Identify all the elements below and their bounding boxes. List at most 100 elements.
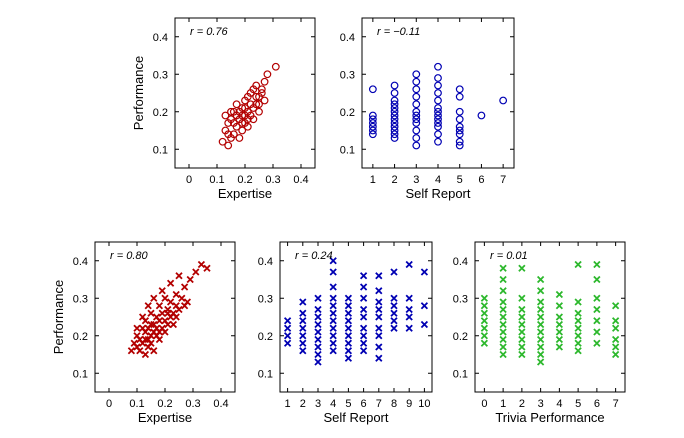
x-tick-label: 5: [345, 398, 351, 410]
data-point: [221, 111, 230, 120]
x-tick-label: 6: [478, 174, 484, 186]
data-point: [344, 309, 353, 317]
data-point: [186, 275, 194, 284]
data-point: [574, 339, 582, 347]
x-tick-label: 0.2: [237, 174, 252, 186]
data-point: [314, 294, 322, 302]
x-tick-label: 1: [370, 174, 376, 186]
data-point: [405, 260, 413, 269]
data-point: [412, 115, 421, 124]
data-point: [412, 134, 421, 142]
data-point: [412, 141, 421, 150]
data-point: [359, 347, 368, 355]
axis-ticks: 0 1 2 3 4 5 6 7 0.1 0.2 0.3 0.4: [453, 242, 625, 410]
data-point: [375, 332, 383, 340]
y-tick-label: 0.2: [453, 331, 468, 343]
data-point: [158, 287, 166, 295]
data-point: [180, 302, 189, 310]
x-tick-label: 4: [556, 398, 562, 410]
data-point: [299, 347, 307, 355]
y-tick-label: 0.2: [340, 107, 355, 119]
data-point: [314, 335, 322, 344]
y-tick-label: 0.4: [153, 32, 168, 44]
data-point: [329, 294, 337, 302]
data-point: [574, 332, 582, 340]
data-point: [434, 107, 442, 116]
data-point: [164, 309, 172, 317]
data-point: [611, 302, 620, 310]
data-point: [375, 343, 383, 351]
data-point: [480, 309, 489, 317]
data-point: [390, 324, 398, 332]
x-tick-label: 0.2: [157, 398, 172, 410]
data-point: [155, 302, 164, 310]
data-point: [241, 104, 249, 112]
x-axis-label: Expertise: [138, 410, 192, 425]
data-point: [203, 264, 211, 272]
data-point: [314, 313, 322, 321]
y-tick-label: 0.3: [153, 69, 168, 81]
data-point: [518, 305, 526, 314]
data-point: [499, 343, 507, 351]
x-tick-label: 5: [457, 174, 463, 186]
data-point: [299, 324, 307, 332]
data-point: [434, 119, 442, 127]
data-point: [593, 275, 601, 284]
x-tick-label: 0: [186, 174, 192, 186]
data-point: [405, 324, 413, 332]
data-point: [555, 335, 564, 344]
data-point: [412, 70, 421, 79]
data-point: [390, 134, 399, 142]
data-point: [420, 320, 429, 329]
x-tick-label: 3: [315, 398, 321, 410]
data-point: [197, 260, 206, 269]
data-point: [434, 81, 442, 90]
data-point: [224, 130, 233, 139]
x-tick-label: 0.4: [293, 174, 308, 186]
data-point: [574, 347, 582, 355]
data-point: [344, 347, 353, 355]
data-point: [283, 339, 292, 347]
data-point: [593, 328, 601, 336]
data-point: [455, 122, 464, 131]
data-point: [434, 137, 442, 146]
data-point: [368, 119, 377, 127]
x-tick-label: 2: [519, 398, 525, 410]
data-point: [455, 107, 464, 116]
data-point: [434, 96, 442, 105]
data-point: [368, 115, 377, 124]
data-point: [499, 287, 507, 295]
data-point: [574, 317, 582, 325]
data-point: [536, 275, 545, 284]
data-point: [390, 104, 399, 112]
data-point: [232, 100, 241, 109]
data-point: [314, 328, 322, 336]
data-point: [420, 268, 429, 276]
data-point: [593, 317, 601, 325]
data-point: [405, 313, 413, 321]
data-point: [175, 305, 183, 314]
data-point: [593, 305, 601, 314]
data-point: [178, 294, 186, 302]
x-tick-label: 7: [376, 398, 382, 410]
x-tick-label: 9: [406, 398, 412, 410]
data-point: [536, 298, 545, 306]
axis-ticks: 1 2 3 4 5 6 7 0.1 0.2 0.3 0.4: [340, 18, 514, 186]
x-tick-label: 4: [435, 174, 441, 186]
data-point: [375, 305, 383, 314]
data-point: [238, 111, 247, 120]
data-point: [390, 126, 399, 135]
data-point: [283, 324, 292, 332]
data-point: [229, 130, 238, 139]
data-point: [390, 294, 398, 302]
data-point: [412, 119, 421, 127]
y-tick-label: 0.2: [258, 331, 273, 343]
y-tick-label: 0.1: [258, 368, 273, 380]
y-tick-label: 0.2: [73, 331, 88, 343]
x-tick-label: 0: [106, 398, 112, 410]
y-tick-label: 0.3: [73, 293, 88, 305]
data-point: [480, 332, 489, 340]
data-point: [161, 294, 169, 302]
panel-self-report-crosses: 1 2 3 4 5 6 7 8 9 10 0.1 0.2 0.3 0.4 r = 0.24 Self Re…: [258, 241, 433, 425]
data-point: [359, 332, 368, 340]
